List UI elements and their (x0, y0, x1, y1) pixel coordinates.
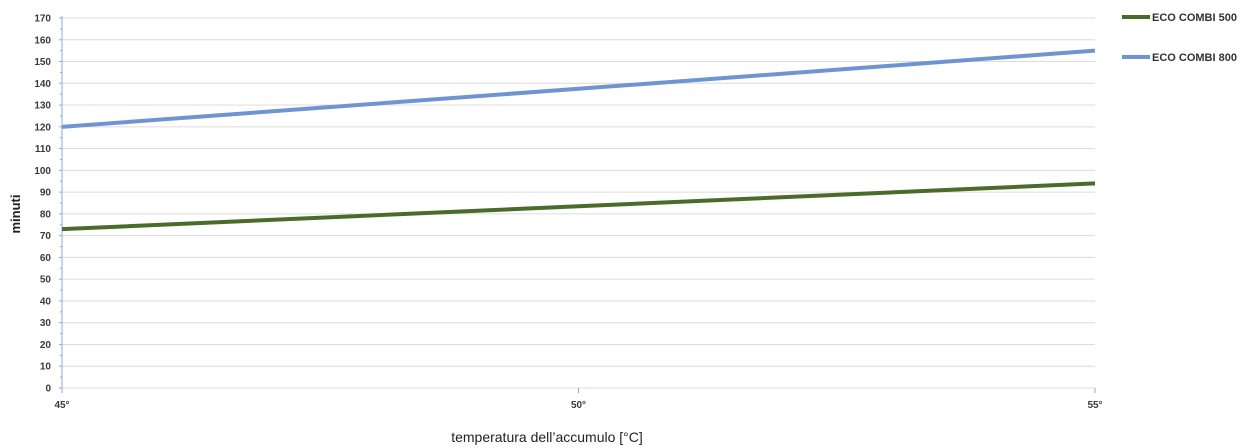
x-tick-label: 55° (1087, 400, 1102, 411)
y-tick-label: 40 (40, 296, 52, 307)
y-tick-label: 90 (40, 188, 52, 199)
x-tick-labels: 45° 50° 55° (54, 400, 1102, 411)
y-tick-label: 80 (40, 209, 52, 220)
y-axis-title: minuti (8, 195, 23, 234)
series-line-2 (61, 48, 1096, 129)
y-tick-labels: 0 10 20 30 40 50 60 70 80 90 100 110 120 130 140 150 160… (34, 14, 51, 395)
y-tick-label: 70 (40, 231, 52, 242)
legend-label: ECO COMBI 500 (1152, 12, 1237, 24)
x-tick-label: 45° (54, 400, 69, 411)
x-axis-title: temperatura dell’accumulo [°C] (451, 429, 643, 445)
y-tick-label: 20 (40, 340, 52, 351)
y-tick-label: 140 (34, 79, 51, 90)
axes (59, 16, 1096, 393)
series-line-1 (61, 181, 1096, 232)
x-tick-label: 50° (571, 400, 586, 411)
y-tick-label: 10 (40, 362, 52, 373)
y-tick-label: 0 (45, 384, 51, 395)
y-tick-label: 160 (34, 35, 51, 46)
grid-lines (62, 17, 1095, 367)
y-tick-label: 120 (34, 122, 51, 133)
y-tick-label: 50 (40, 275, 52, 286)
y-tick-label: 110 (35, 144, 52, 155)
y-tick-label: 150 (34, 57, 51, 68)
legend: ECO COMBI 500 ECO COMBI 800 (1122, 12, 1237, 64)
series-lines (61, 48, 1096, 232)
y-tick-label: 100 (34, 166, 51, 177)
y-tick-label: 170 (34, 14, 51, 25)
y-tick-label: 60 (40, 253, 52, 264)
y-tick-label: 30 (40, 318, 52, 329)
legend-label: ECO COMBI 800 (1152, 52, 1237, 64)
y-tick-label: 130 (34, 101, 51, 112)
